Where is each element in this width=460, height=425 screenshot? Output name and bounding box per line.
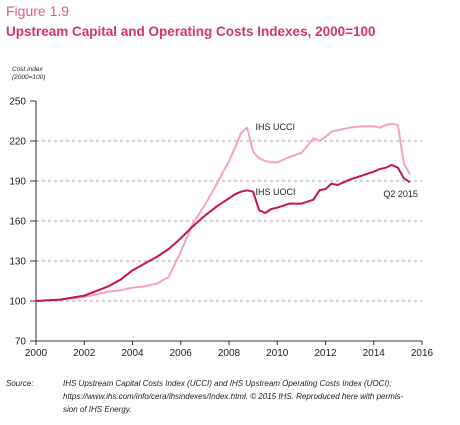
- data-line: [35, 122, 411, 302]
- series-label: IHS UOCI: [256, 187, 296, 197]
- source-text: https://www.ihs.com/info/cera/ihsindexes…: [63, 392, 404, 401]
- y-tick-label: 160: [9, 217, 26, 228]
- y-axis-label: (2000=100): [12, 74, 45, 81]
- source-text: sion of IHS Energy.: [63, 405, 131, 414]
- figure-label: Figure 1.9: [6, 3, 69, 19]
- chart-title: Upstream Capital and Operating Costs Ind…: [6, 24, 376, 39]
- source-text: IHS Upstream Capital Costs Index (UCCI) …: [63, 379, 392, 388]
- x-tick-label: 2016: [411, 348, 434, 359]
- source-label: Source:: [6, 379, 34, 388]
- annotation: Q2 2015: [383, 189, 418, 199]
- data-line: [35, 164, 411, 302]
- y-tick-label: 130: [9, 257, 26, 268]
- y-tick-label: 190: [9, 177, 26, 188]
- x-tick-label: 2004: [121, 348, 144, 359]
- x-tick-label: 2012: [314, 348, 337, 359]
- y-tick-label: 100: [9, 297, 26, 308]
- x-tick-label: 2008: [218, 348, 241, 359]
- series-label: IHS UCCI: [256, 122, 296, 132]
- y-axis-label: Cost index: [12, 66, 43, 73]
- x-tick-label: 2006: [170, 348, 193, 359]
- x-tick-label: 2010: [266, 348, 289, 359]
- x-tick-label: 2014: [363, 348, 386, 359]
- y-tick-label: 250: [9, 97, 26, 108]
- x-tick-label: 2002: [73, 348, 96, 359]
- y-tick-label: 70: [15, 337, 27, 348]
- y-tick-label: 220: [9, 137, 26, 148]
- x-tick-label: 2000: [25, 348, 48, 359]
